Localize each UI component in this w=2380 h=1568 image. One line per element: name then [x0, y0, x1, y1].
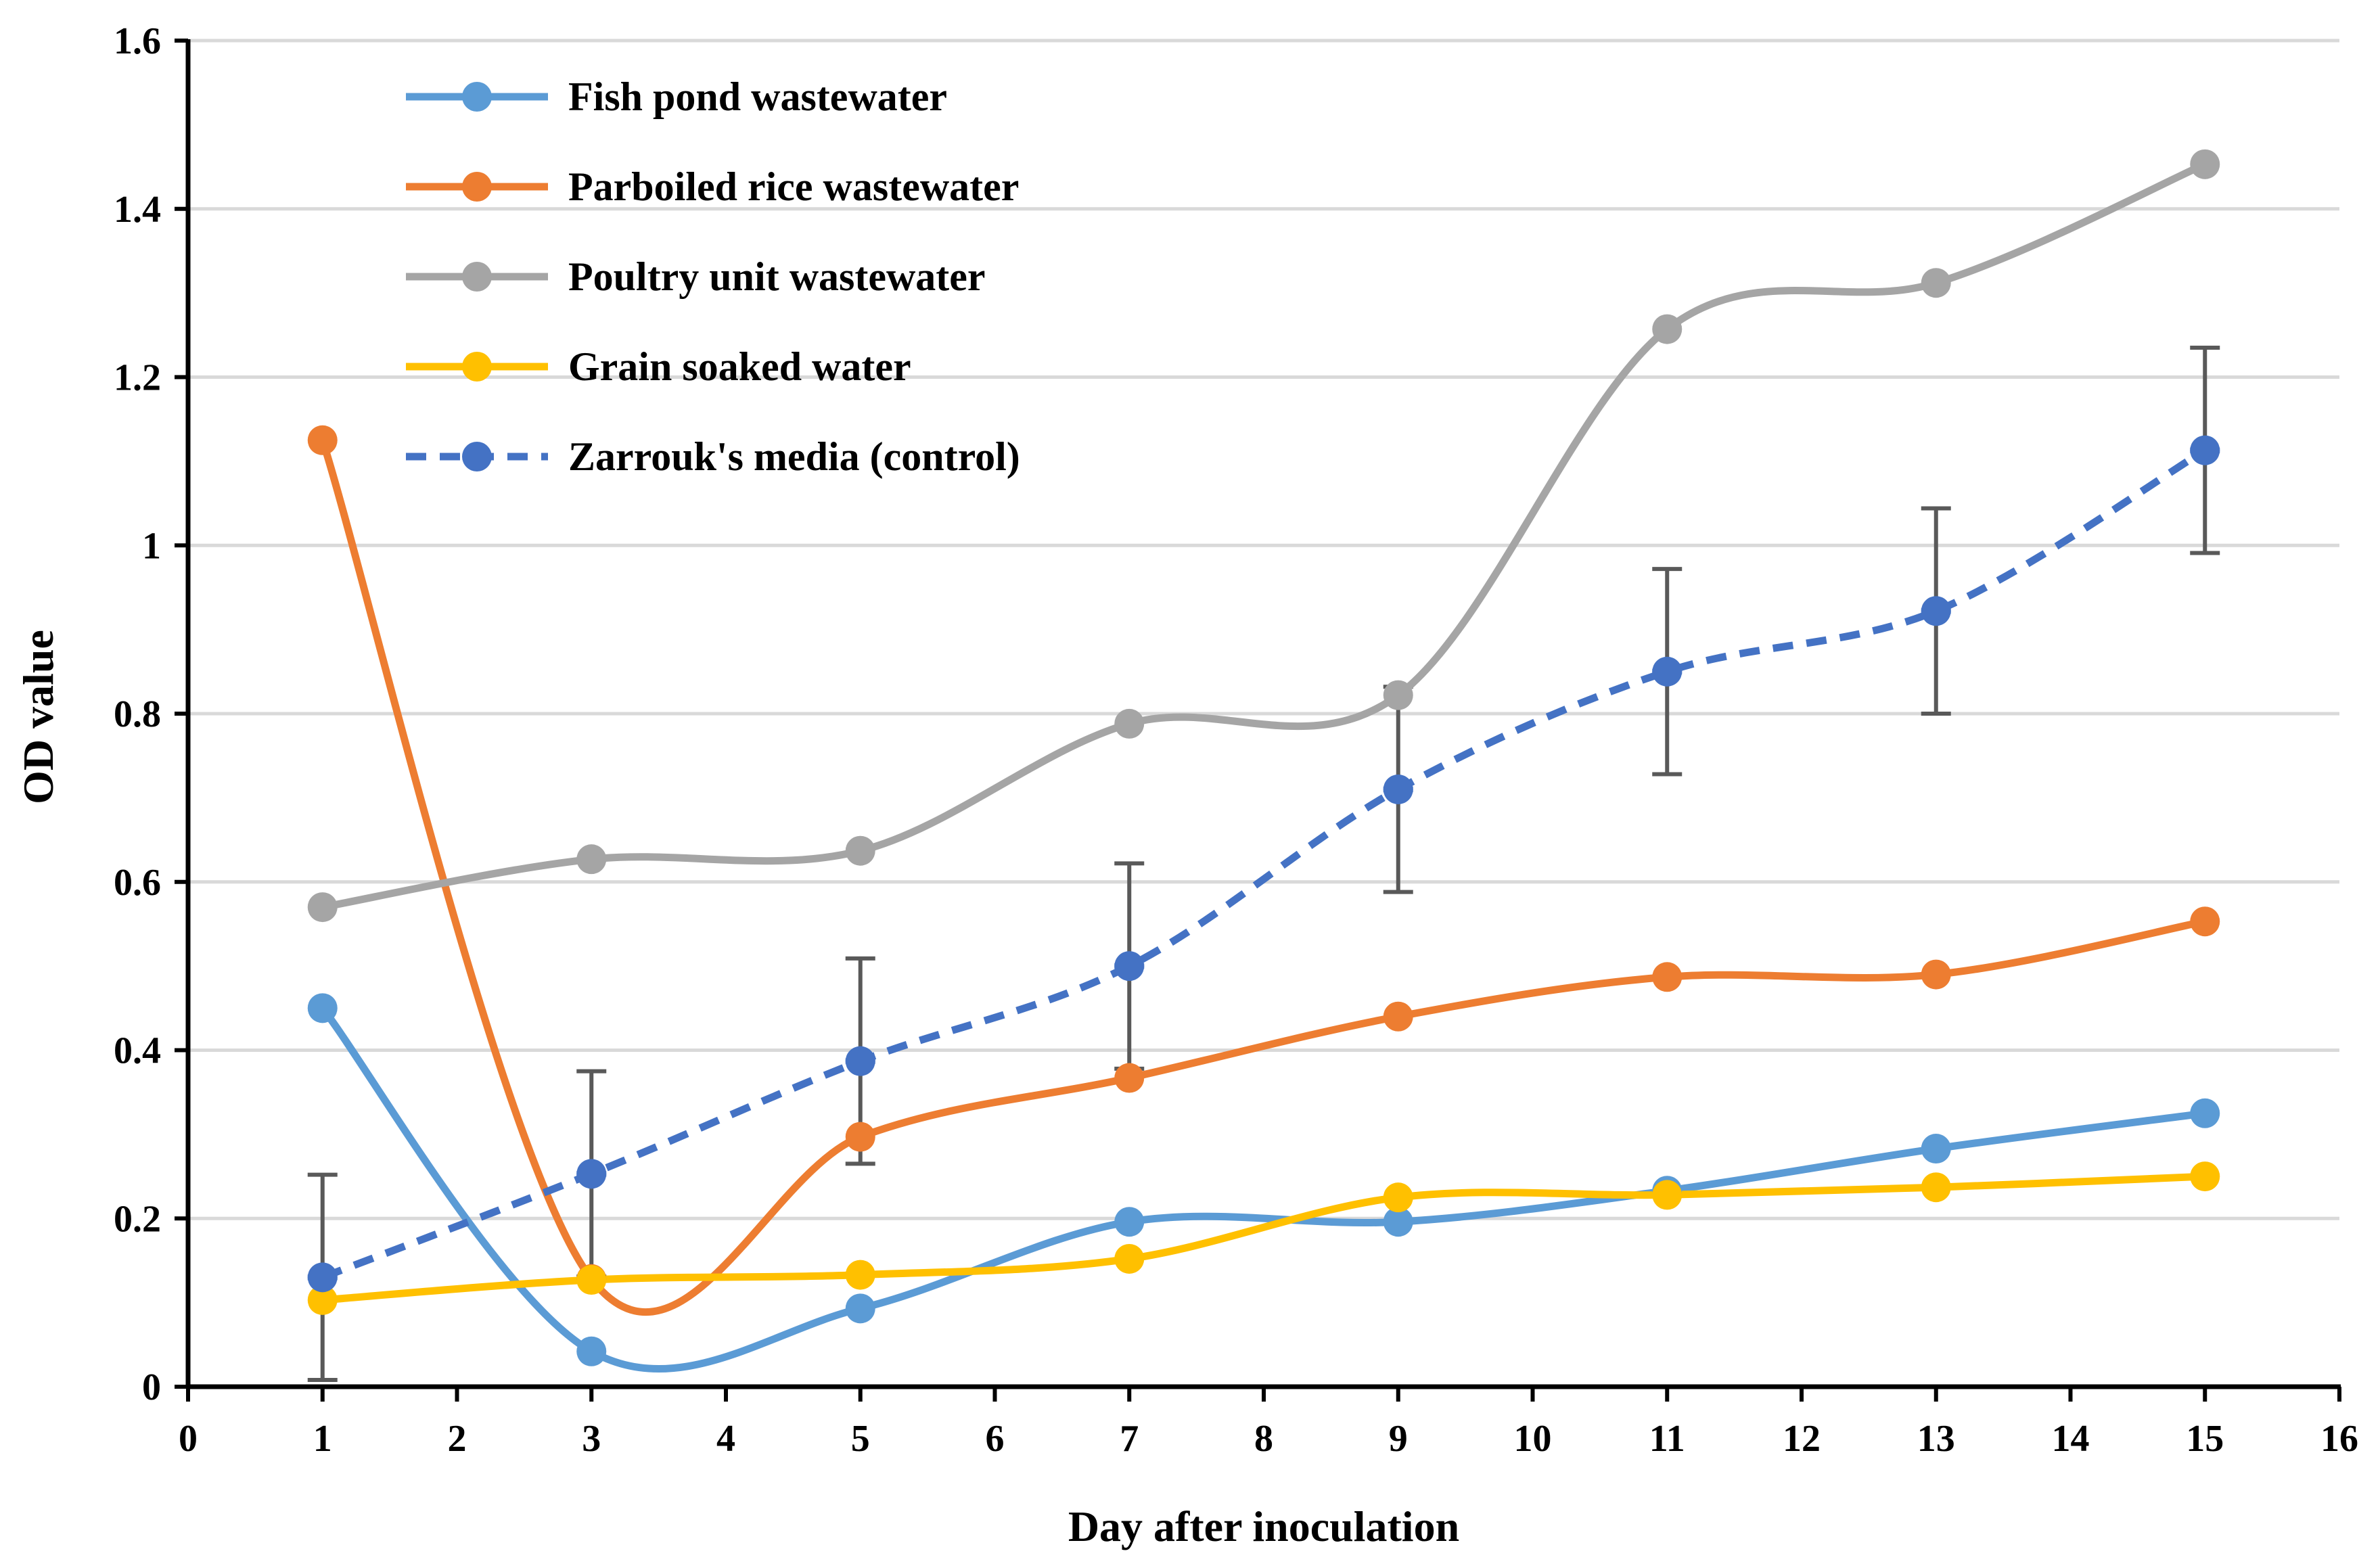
legend-label-grain-soaked-water: Grain soaked water [568, 344, 911, 389]
x-tick-label-5: 5 [851, 1418, 870, 1460]
fish-pond-wastewater-point [1383, 1207, 1413, 1237]
parboiled-rice-wastewater-point [845, 1122, 875, 1152]
y-tick-label-5: 1 [142, 525, 161, 567]
x-tick-label-7: 7 [1120, 1418, 1139, 1460]
poultry-unit-wastewater-point [307, 892, 338, 923]
x-tick-label-12: 12 [1783, 1418, 1821, 1460]
x-tick-label-2: 2 [448, 1418, 467, 1460]
parboiled-rice-wastewater-point [1921, 959, 1951, 990]
legend-item-zarrouk-s-media-control: Zarrouk's media (control) [406, 434, 1020, 479]
legend-swatch-marker [462, 82, 492, 112]
gridlines [188, 39, 2339, 1220]
legend-label-parboiled-rice-wastewater: Parboiled rice wastewater [568, 164, 1019, 209]
grain-soaked-water-point [307, 1285, 338, 1315]
legend-item-parboiled-rice-wastewater: Parboiled rice wastewater [406, 164, 1019, 209]
tick-labels: 00.20.40.60.811.21.41.60 1 2 3 4 5 6 7 8 9 10 11 12 1… [114, 20, 2358, 1460]
grain-soaked-water-point [1383, 1182, 1413, 1213]
parboiled-rice-wastewater-point [2190, 906, 2220, 937]
parboiled-rice-wastewater-point [1114, 1063, 1145, 1093]
legend-label-zarrouk-s-media-control: Zarrouk's media (control) [568, 434, 1020, 479]
grain-soaked-water-line [319, 1172, 2209, 1304]
fish-pond-wastewater-point [2190, 1098, 2220, 1128]
x-tick-label-14: 14 [2052, 1418, 2090, 1460]
x-axis-title: Day after inoculation [1068, 1502, 1459, 1550]
poultry-unit-wastewater-point [1921, 268, 1951, 298]
legend-label-poultry-unit-wastewater: Poultry unit wastewater [568, 254, 986, 299]
y-tick-label-1: 0.2 [114, 1198, 161, 1240]
fish-pond-wastewater-point [845, 1293, 875, 1324]
x-tick-label-0: 0 [179, 1418, 198, 1460]
poultry-unit-wastewater-point [576, 844, 607, 875]
poultry-unit-wastewater-point [1114, 708, 1145, 739]
zarrouk-s-media-control-line [321, 446, 2207, 1281]
x-tick-label-16: 16 [2320, 1418, 2358, 1460]
y-tick-label-4: 0.8 [114, 693, 161, 735]
x-tick-label-6: 6 [986, 1418, 1005, 1460]
poultry-unit-wastewater-line [319, 160, 2209, 911]
parboiled-rice-wastewater-point [307, 425, 338, 455]
x-tick-label-15: 15 [2186, 1418, 2224, 1460]
y-tick-label-3: 0.6 [114, 862, 161, 904]
legend-item-fish-pond-wastewater: Fish pond wastewater [406, 74, 947, 119]
parboiled-rice-wastewater-point [1383, 1001, 1413, 1032]
grain-soaked-water-point [2190, 1161, 2220, 1192]
y-tick-label-2: 0.4 [114, 1030, 161, 1072]
fish-pond-wastewater-point [576, 1336, 607, 1366]
y-tick-label-6: 1.2 [114, 357, 161, 399]
legend-swatch-marker [462, 352, 492, 382]
poultry-unit-wastewater-point [1383, 680, 1413, 710]
legend-swatch-marker [462, 442, 492, 471]
grain-soaked-water-point [845, 1260, 875, 1290]
legend-swatch-marker [462, 262, 492, 292]
legend: Fish pond wastewater Parboiled rice waste… [406, 74, 1020, 479]
axes [175, 39, 2341, 1402]
legend-swatch-marker [462, 172, 492, 202]
fish-pond-wastewater-point [1921, 1134, 1951, 1164]
x-tick-label-13: 13 [1917, 1418, 1955, 1460]
grain-soaked-water-point [1114, 1243, 1145, 1274]
fish-pond-wastewater-point [1114, 1207, 1145, 1237]
y-axis-title: OD value [14, 630, 62, 804]
grain-soaked-water-point [1921, 1172, 1951, 1203]
x-tick-label-11: 11 [1649, 1418, 1685, 1460]
x-tick-label-8: 8 [1254, 1418, 1273, 1460]
x-tick-label-1: 1 [313, 1418, 332, 1460]
series-markers [307, 149, 2220, 1366]
y-tick-label-0: 0 [142, 1366, 161, 1408]
poultry-unit-wastewater-point [2190, 149, 2220, 179]
x-tick-label-3: 3 [582, 1418, 601, 1460]
fish-pond-wastewater-point [307, 993, 338, 1023]
legend-item-poultry-unit-wastewater: Poultry unit wastewater [406, 254, 986, 299]
grain-soaked-water-point [1652, 1180, 1683, 1210]
legend-item-grain-soaked-water: Grain soaked water [406, 344, 911, 389]
y-tick-label-8: 1.6 [114, 20, 161, 62]
parboiled-rice-wastewater-point [1652, 962, 1683, 992]
y-tick-label-7: 1.4 [114, 189, 161, 231]
poultry-unit-wastewater-point [1652, 314, 1683, 344]
x-tick-label-9: 9 [1389, 1418, 1408, 1460]
legend-label-fish-pond-wastewater: Fish pond wastewater [568, 74, 947, 119]
grain-soaked-water-point [576, 1265, 607, 1295]
poultry-unit-wastewater-point [845, 835, 875, 866]
x-tick-label-4: 4 [716, 1418, 735, 1460]
x-tick-label-10: 10 [1514, 1418, 1552, 1460]
